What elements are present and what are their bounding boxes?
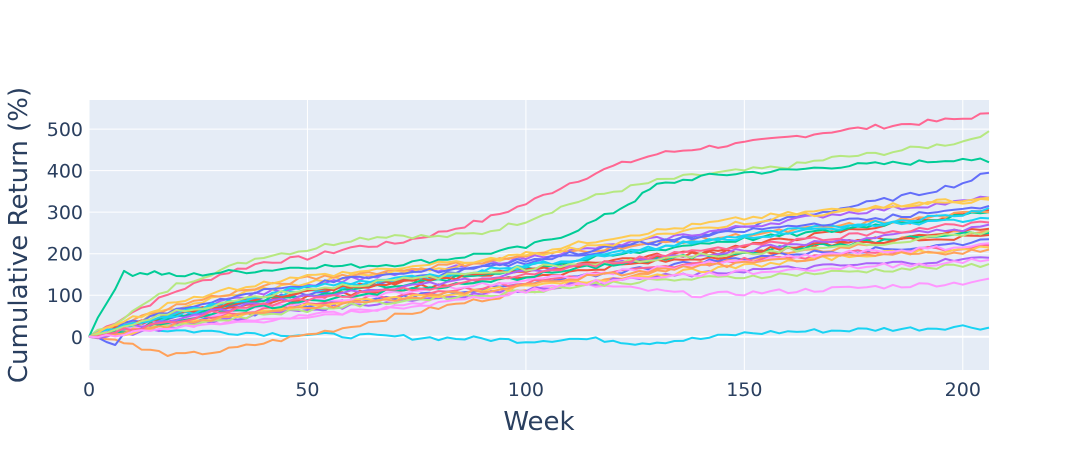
series-line-4 bbox=[88, 324, 990, 346]
series-line-27 bbox=[88, 196, 990, 338]
x-axis-title: Week bbox=[503, 407, 574, 437]
y-axis-title: Cumulative Return (%) bbox=[4, 87, 34, 383]
x-tick-labels: 0 50 100 150 200 bbox=[83, 379, 981, 401]
x-tick-label: 0 bbox=[83, 379, 95, 401]
y-tick-label: 400 bbox=[47, 161, 83, 183]
series-line-22 bbox=[88, 231, 990, 339]
y-tick-label: 0 bbox=[71, 327, 83, 349]
x-tick-label: 100 bbox=[508, 379, 544, 401]
series-line-25 bbox=[88, 216, 990, 338]
series-line-3 bbox=[88, 157, 990, 338]
series-line-9 bbox=[88, 195, 990, 338]
x-tick-label: 150 bbox=[726, 379, 762, 401]
y-tick-label: 500 bbox=[47, 119, 83, 141]
y-tick-label: 100 bbox=[47, 285, 83, 307]
x-tick-label: 200 bbox=[945, 379, 981, 401]
series-line-1 bbox=[88, 112, 990, 338]
series-line-14 bbox=[88, 256, 990, 340]
series-line-29 bbox=[88, 220, 990, 338]
plot-background bbox=[89, 100, 989, 370]
series-group bbox=[88, 112, 990, 357]
series-line-28 bbox=[88, 229, 990, 338]
y-tick-label: 300 bbox=[47, 202, 83, 224]
x-tick-label: 50 bbox=[295, 379, 319, 401]
y-tick-label: 200 bbox=[47, 244, 83, 266]
series-line-2 bbox=[88, 130, 990, 338]
series-line-21 bbox=[88, 204, 990, 338]
series-line-26 bbox=[88, 248, 990, 338]
series-line-30 bbox=[88, 257, 990, 339]
y-tick-labels: 0 100 200 300 400 500 bbox=[47, 119, 83, 349]
